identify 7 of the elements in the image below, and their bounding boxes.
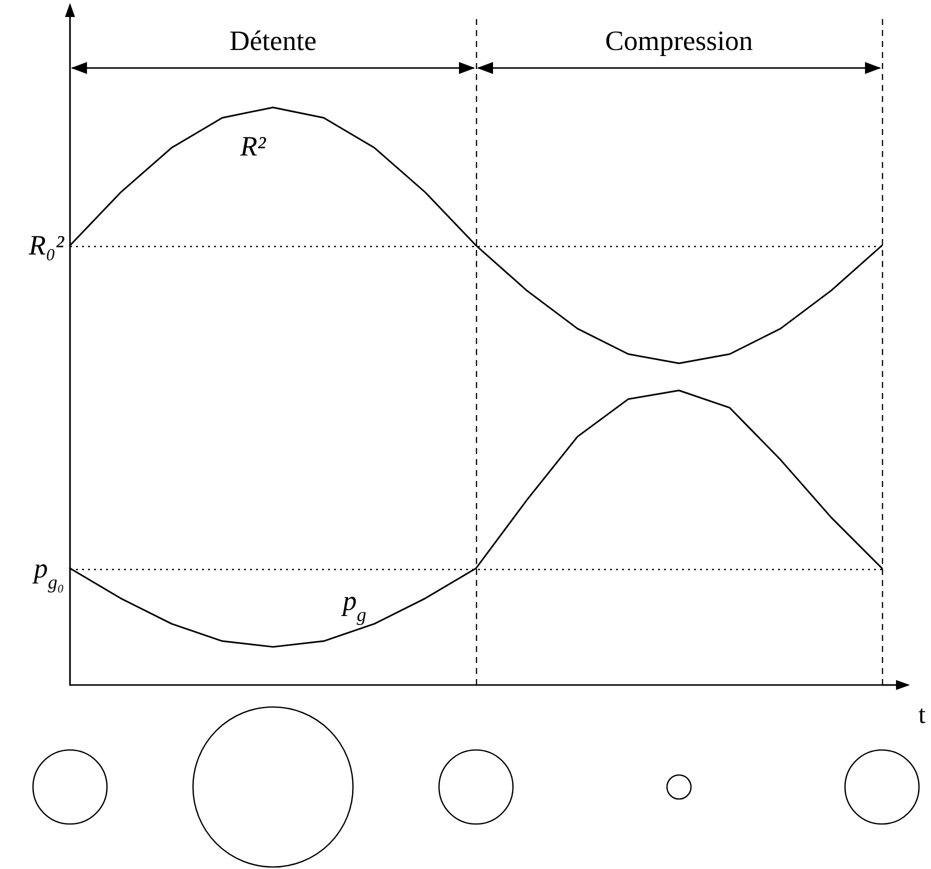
- x-axis-title: t: [918, 700, 926, 729]
- series-label: p$_{g}$: [340, 586, 366, 626]
- ref-line-label: R₀²: [28, 230, 65, 262]
- text: Compression: [605, 26, 753, 57]
- text: Détente: [229, 26, 317, 57]
- ref-line-label: p$_{g₀}$: [32, 553, 64, 593]
- series-label: R²: [239, 131, 266, 162]
